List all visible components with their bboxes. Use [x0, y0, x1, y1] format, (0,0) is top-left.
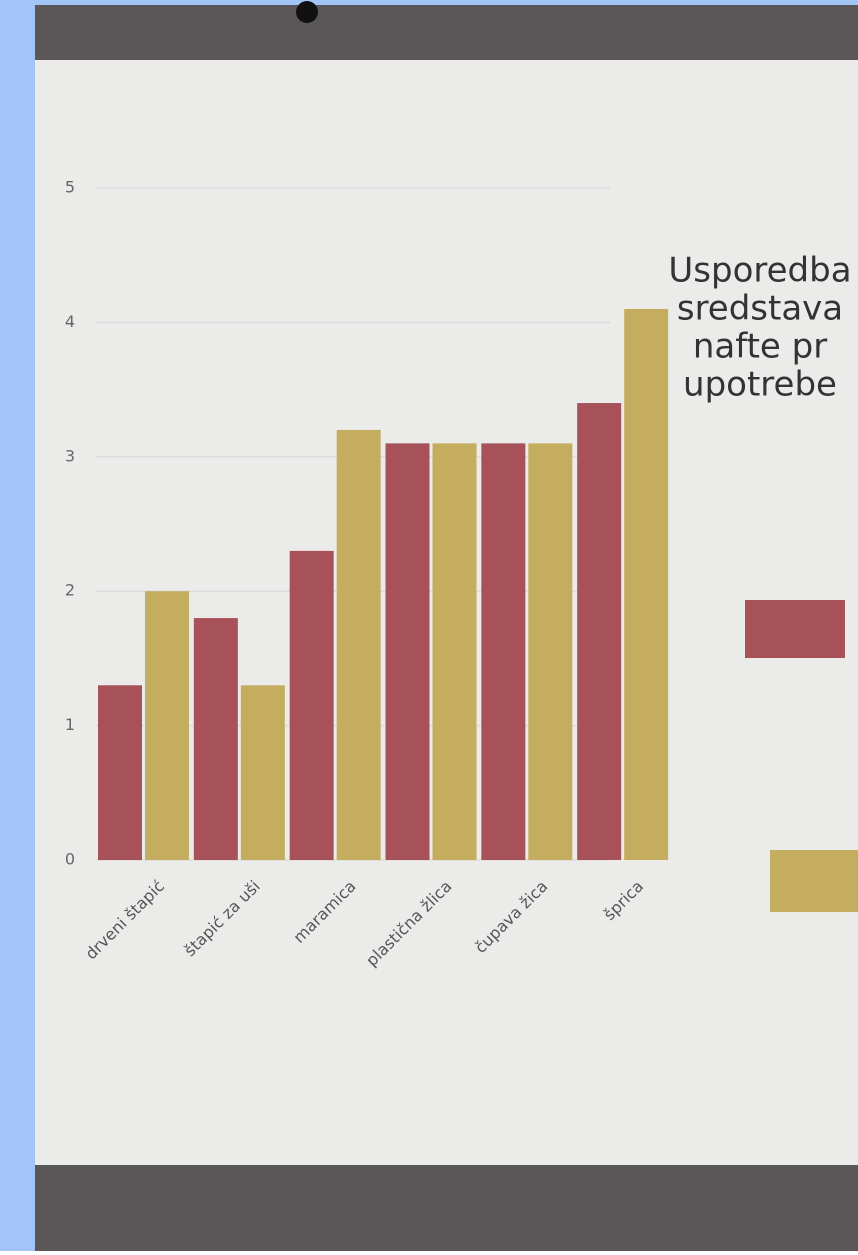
bar	[241, 685, 285, 860]
bar	[290, 551, 334, 860]
y-tick-label: 4	[65, 312, 75, 331]
bar	[145, 591, 189, 860]
bar	[386, 443, 430, 860]
bar	[433, 443, 477, 860]
legend-swatch	[770, 850, 858, 912]
page: 012345drveni štapićštapić za ušimaramica…	[0, 0, 858, 1251]
chart-title-line: upotrebe	[683, 365, 837, 405]
bar	[98, 685, 142, 860]
bar	[577, 403, 621, 860]
chart-title-line: Usporedba	[668, 251, 851, 291]
bar	[194, 618, 238, 860]
chart-title-line: sredstava	[677, 289, 843, 329]
y-tick-label: 5	[65, 178, 75, 197]
chart-title-line: nafte pr	[693, 327, 827, 367]
legend-swatch	[745, 600, 845, 658]
bar	[528, 443, 572, 860]
bar	[624, 309, 668, 860]
bar	[481, 443, 525, 860]
camera-dot	[296, 1, 318, 23]
y-tick-label: 0	[65, 850, 75, 869]
bar	[337, 430, 381, 860]
y-tick-label: 1	[65, 715, 75, 734]
photo: 012345drveni štapićštapić za ušimaramica…	[0, 0, 858, 1251]
y-tick-label: 2	[65, 581, 75, 600]
y-tick-label: 3	[65, 446, 75, 465]
